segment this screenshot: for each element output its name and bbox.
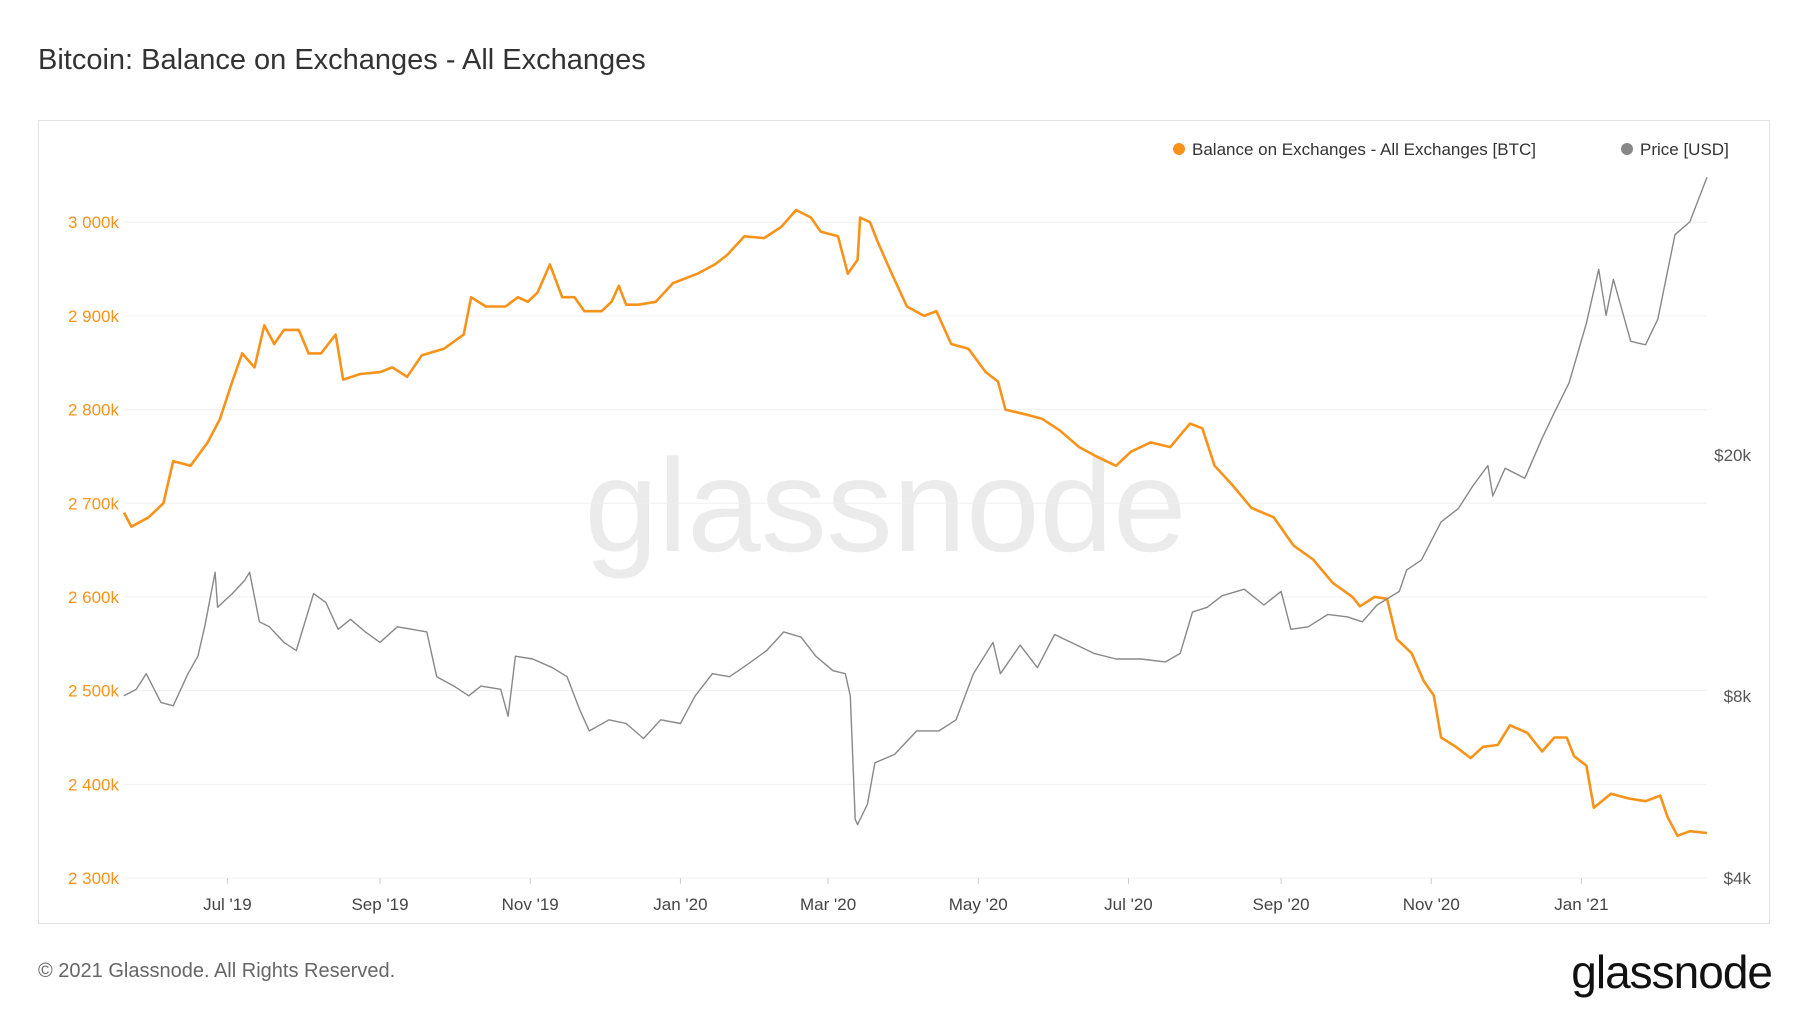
chart: glassnode 2 300k 2 400k 2 500k 2 600k 2 700k 2… [68,140,1752,914]
legend-label: Balance on Exchanges - All Exchanges [BT… [1192,140,1536,159]
balance-series-line [122,208,1708,838]
y-left-tick-label: 2 900k [68,307,120,326]
x-tick-label: Jan '20 [653,895,707,914]
x-tick-label: Sep '19 [351,895,408,914]
x-tick-label: Sep '20 [1253,895,1310,914]
y-left-tick-label: 2 700k [68,494,120,513]
x-tick-label: Jul '19 [203,895,252,914]
x-tick-label: Nov '19 [502,895,559,914]
x-tick-label: Mar '20 [800,895,856,914]
y-right-tick-label: $4k [1724,869,1752,888]
y-left-tick-label: 2 500k [68,682,120,701]
y-right-tick-label: $8k [1724,687,1752,706]
y-left-tick-label: 2 400k [68,775,120,794]
price-series-line [123,176,1708,826]
page-title: Bitcoin: Balance on Exchanges - All Exch… [38,44,646,76]
brand-logo[interactable]: glassnode [1571,946,1773,998]
x-tick-label: Nov '20 [1403,895,1460,914]
y-right-tick-label: $20k [1714,446,1751,465]
chart-panel: glassnode 2 300k 2 400k 2 500k 2 600k 2 700k 2… [38,120,1770,924]
x-tick-label: Jan '21 [1554,895,1608,914]
y-left-tick-label: 2 600k [68,588,120,607]
legend-label: Price [USD] [1640,140,1729,159]
x-tick-label: Jul '20 [1104,895,1153,914]
x-tick-label: May '20 [949,895,1008,914]
legend-marker [1621,143,1633,155]
copyright-footer: © 2021 Glassnode. All Rights Reserved. [38,960,396,982]
y-left-tick-label: 2 300k [68,869,120,888]
watermark: glassnode [585,432,1187,579]
y-left-tick-label: 2 800k [68,401,120,420]
y-left-tick-label: 3 000k [68,213,120,232]
legend-marker [1173,143,1185,155]
